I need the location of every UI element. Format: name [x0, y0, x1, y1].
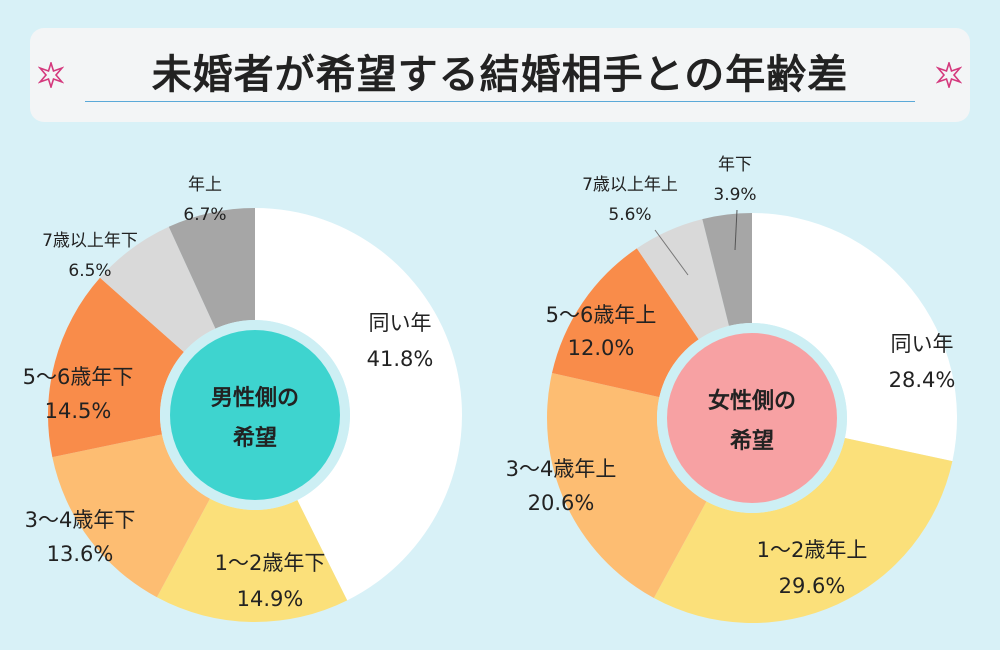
female-slice-3 [551, 248, 699, 398]
female-category-label: 1～2歳年上 [757, 538, 868, 562]
female-value-label: 28.4% [889, 368, 956, 392]
page-title: 未婚者が希望する結婚相手との年齢差 [151, 52, 849, 98]
female-center-label: 女性側の [708, 388, 796, 414]
male-center-label: 男性側の [211, 386, 299, 411]
female-category-label: 同い年 [891, 332, 954, 356]
female-value-label: 3.9% [713, 185, 756, 205]
female-value-label: 29.6% [779, 574, 846, 598]
male-center-circle [170, 330, 340, 500]
female-category-label: 年下 [718, 155, 752, 175]
female-value-label: 12.0% [568, 336, 635, 360]
male-slice-2 [52, 434, 210, 598]
male-slice-5 [168, 208, 255, 329]
male-slice-4 [99, 226, 216, 353]
sparkle-icon [38, 62, 64, 88]
female-value-label: 5.6% [608, 205, 651, 225]
female-slice-4 [636, 219, 729, 340]
female-slice-1 [653, 437, 953, 623]
title-underline [85, 101, 915, 102]
female-category-label: 7歳以上年上 [582, 175, 678, 195]
male-slice-3 [47, 277, 184, 458]
female-category-label: 5～6歳年上 [546, 303, 657, 327]
male-category-label: 7歳以上年下 [42, 231, 138, 251]
male-category-label: 同い年 [369, 311, 432, 335]
male-slice-1 [156, 498, 348, 622]
male-slice-0 [255, 208, 462, 601]
male-value-label: 6.5% [68, 261, 111, 281]
male-category-label: 1～2歳年下 [215, 551, 326, 575]
male-value-label: 14.5% [45, 399, 112, 423]
title-box: 未婚者が希望する結婚相手との年齢差 [30, 28, 970, 122]
male-category-label: 3～4歳年下 [25, 508, 136, 532]
female-slice-0 [752, 213, 957, 462]
leader-line [654, 229, 689, 276]
female-center-label: 希望 [730, 428, 774, 454]
female-value-label: 20.6% [528, 491, 595, 515]
female-center-circle [667, 333, 837, 503]
leader-line [734, 209, 738, 251]
female-category-label: 3～4歳年上 [506, 457, 617, 481]
male-category-label: 年上 [188, 175, 222, 195]
male-category-label: 5～6歳年下 [23, 365, 134, 389]
female-slice-5 [702, 213, 752, 326]
male-value-label: 6.7% [183, 205, 226, 225]
sparkle-icon [936, 62, 962, 88]
male-value-label: 13.6% [47, 542, 114, 566]
male-value-label: 14.9% [237, 587, 304, 611]
male-value-label: 41.8% [367, 347, 434, 371]
male-center-label: 希望 [233, 425, 277, 451]
female-slice-2 [547, 373, 707, 599]
